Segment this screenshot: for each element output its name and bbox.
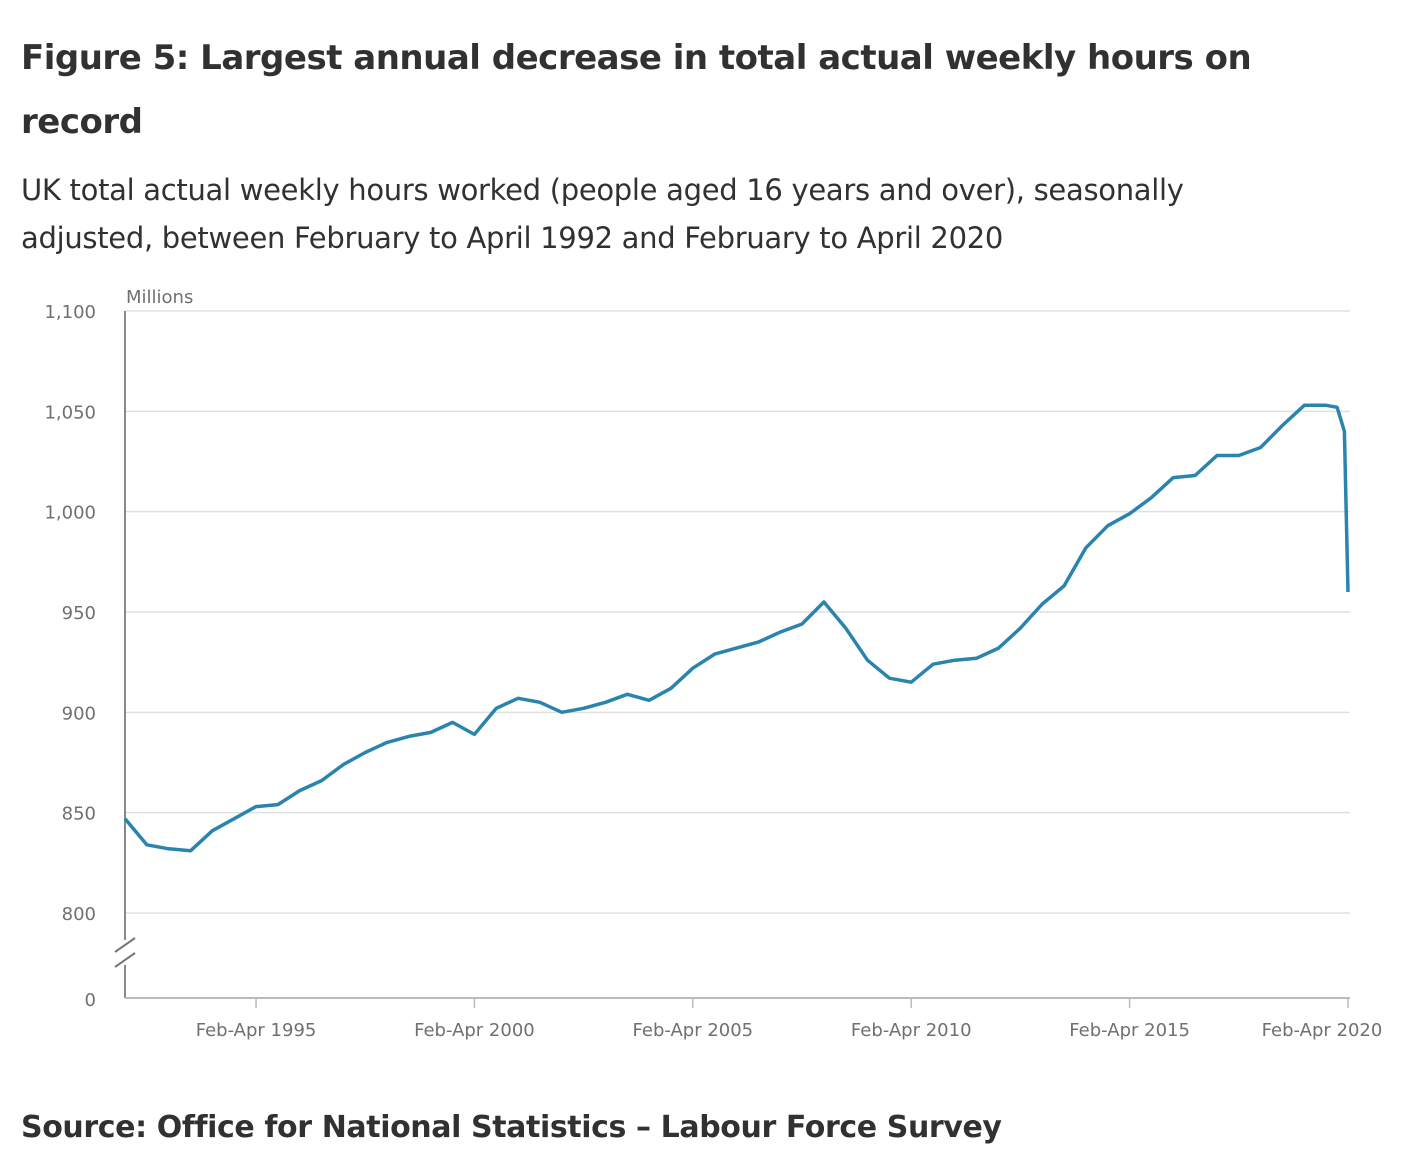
axis-break-icon	[114, 937, 136, 968]
y-tick-label: 1,100	[44, 302, 96, 323]
x-tick-label: Feb-Apr 2015	[1069, 1020, 1190, 1041]
y-tick-label: 850	[62, 804, 96, 825]
y-tick-label: 950	[62, 603, 96, 624]
y-tick-zero: 0	[85, 990, 96, 1011]
x-tick-label: Feb-Apr 1995	[196, 1020, 317, 1041]
y-tick-label: 1,000	[44, 503, 96, 524]
y-tick-label: 800	[62, 904, 96, 925]
series-line	[123, 403, 1350, 853]
x-tick-label: Feb-Apr 2005	[633, 1020, 754, 1041]
chart-title: Figure 5: Largest annual decrease in tot…	[21, 38, 1252, 142]
x-tick-label: Feb-Apr 2020	[1262, 1020, 1383, 1041]
source-note: Source: Office for National Statistics –…	[21, 1110, 1002, 1145]
chart-subtitle: UK total actual weekly hours worked (peo…	[21, 173, 1184, 255]
x-tick-label: Feb-Apr 2010	[851, 1020, 972, 1041]
y-tick-label: 1,050	[44, 402, 96, 423]
x-tick-label: Feb-Apr 2000	[414, 1020, 535, 1041]
y-tick-label: 900	[62, 703, 96, 724]
y-axis-label: Millions	[126, 287, 193, 308]
